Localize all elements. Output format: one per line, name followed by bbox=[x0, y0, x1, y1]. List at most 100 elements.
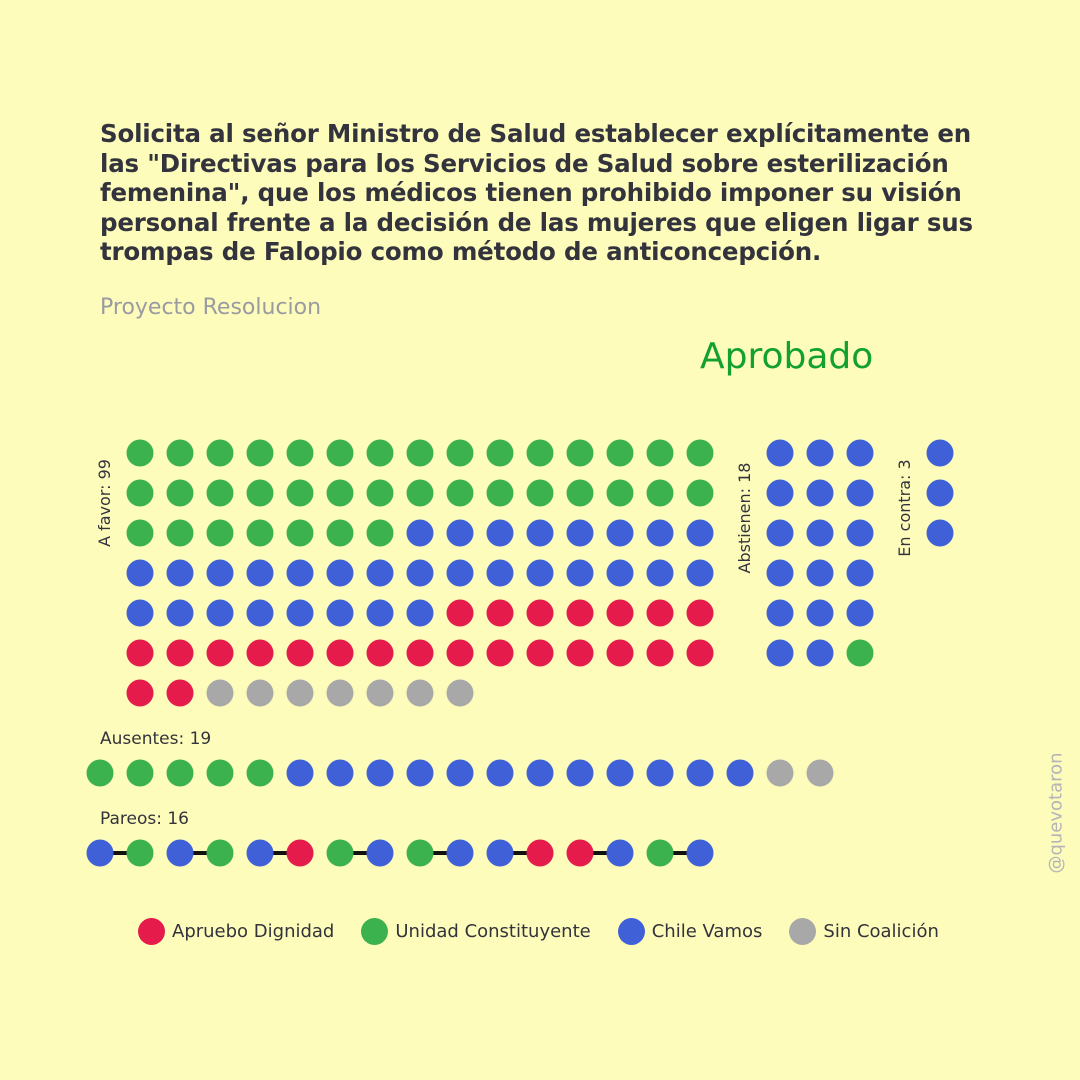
legend-swatch-apruebo bbox=[138, 918, 165, 945]
ausentes-seat-3 bbox=[166, 759, 194, 787]
pareo-seat-13 bbox=[566, 839, 594, 867]
ausentes-seat-15 bbox=[646, 759, 674, 787]
pareo-seat-10 bbox=[446, 839, 474, 867]
legend-label-unidad: Unidad Constituyente bbox=[395, 921, 591, 942]
a-favor-seat-98 bbox=[406, 679, 434, 707]
a-favor-seat-15 bbox=[686, 439, 714, 467]
a-favor-seat-5 bbox=[286, 439, 314, 467]
a-favor-seat-39 bbox=[446, 519, 474, 547]
label-ausentes: Ausentes: 19 bbox=[100, 729, 212, 749]
a-favor-seat-95 bbox=[286, 679, 314, 707]
label-en-contra: En contra: 3 bbox=[895, 459, 914, 556]
abstienen-seat-5 bbox=[806, 479, 834, 507]
a-favor-seat-97 bbox=[366, 679, 394, 707]
a-favor-seat-63 bbox=[206, 599, 234, 627]
a-favor-seat-47 bbox=[166, 559, 194, 587]
a-favor-seat-69 bbox=[446, 599, 474, 627]
a-favor-seat-85 bbox=[486, 639, 514, 667]
a-favor-seat-25 bbox=[486, 479, 514, 507]
a-favor-seat-53 bbox=[406, 559, 434, 587]
a-favor-seat-49 bbox=[246, 559, 274, 587]
page-title: Solicita al señor Ministro de Salud esta… bbox=[100, 119, 973, 266]
a-favor-seat-80 bbox=[286, 639, 314, 667]
a-favor-seat-11 bbox=[526, 439, 554, 467]
ausentes-seat-12 bbox=[526, 759, 554, 787]
a-favor-seat-46 bbox=[126, 559, 154, 587]
abstienen-seat-3 bbox=[846, 439, 874, 467]
a-favor-seat-66 bbox=[326, 599, 354, 627]
a-favor-seat-43 bbox=[606, 519, 634, 547]
a-favor-seat-84 bbox=[446, 639, 474, 667]
a-favor-seat-36 bbox=[326, 519, 354, 547]
legend-label-sin: Sin Coalición bbox=[823, 921, 939, 942]
ausentes-seat-16 bbox=[686, 759, 714, 787]
ausentes-seat-13 bbox=[566, 759, 594, 787]
legend-item-apruebo: Apruebo Dignidad bbox=[138, 918, 334, 945]
abstienen-seat-15 bbox=[846, 599, 874, 627]
ausentes-seat-2 bbox=[126, 759, 154, 787]
a-favor-seat-32 bbox=[166, 519, 194, 547]
a-favor-seat-8 bbox=[406, 439, 434, 467]
a-favor-seat-2 bbox=[166, 439, 194, 467]
ausentes-seat-7 bbox=[326, 759, 354, 787]
abstienen-seat-8 bbox=[806, 519, 834, 547]
a-favor-seat-83 bbox=[406, 639, 434, 667]
a-favor-seat-74 bbox=[646, 599, 674, 627]
a-favor-seat-96 bbox=[326, 679, 354, 707]
ausentes-seat-17 bbox=[726, 759, 754, 787]
a-favor-seat-70 bbox=[486, 599, 514, 627]
a-favor-seat-79 bbox=[246, 639, 274, 667]
a-favor-seat-60 bbox=[686, 559, 714, 587]
a-favor-seat-19 bbox=[246, 479, 274, 507]
a-favor-seat-7 bbox=[366, 439, 394, 467]
a-favor-seat-50 bbox=[286, 559, 314, 587]
pareo-seat-4 bbox=[206, 839, 234, 867]
a-favor-seat-44 bbox=[646, 519, 674, 547]
ausentes-seat-18 bbox=[766, 759, 794, 787]
a-favor-seat-3 bbox=[206, 439, 234, 467]
abstienen-seat-11 bbox=[806, 559, 834, 587]
a-favor-seat-4 bbox=[246, 439, 274, 467]
a-favor-seat-40 bbox=[486, 519, 514, 547]
a-favor-seat-42 bbox=[566, 519, 594, 547]
abstienen-seat-17 bbox=[806, 639, 834, 667]
abstienen-seat-16 bbox=[766, 639, 794, 667]
a-favor-seat-24 bbox=[446, 479, 474, 507]
a-favor-seat-10 bbox=[486, 439, 514, 467]
en-contra-seat-1 bbox=[926, 439, 954, 467]
a-favor-seat-67 bbox=[366, 599, 394, 627]
a-favor-seat-64 bbox=[246, 599, 274, 627]
legend-item-unidad: Unidad Constituyente bbox=[361, 918, 591, 945]
legend-item-chile: Chile Vamos bbox=[617, 918, 762, 945]
a-favor-seat-90 bbox=[686, 639, 714, 667]
a-favor-seat-38 bbox=[406, 519, 434, 547]
legend-label-apruebo: Apruebo Dignidad bbox=[172, 921, 335, 942]
a-favor-seat-20 bbox=[286, 479, 314, 507]
a-favor-seat-13 bbox=[606, 439, 634, 467]
a-favor-seat-57 bbox=[566, 559, 594, 587]
a-favor-seat-41 bbox=[526, 519, 554, 547]
ausentes-seat-10 bbox=[446, 759, 474, 787]
pareo-seat-9 bbox=[406, 839, 434, 867]
a-favor-seat-88 bbox=[606, 639, 634, 667]
pareo-seat-12 bbox=[526, 839, 554, 867]
label-a-favor: A favor: 99 bbox=[95, 459, 114, 547]
a-favor-seat-33 bbox=[206, 519, 234, 547]
abstienen-seat-9 bbox=[846, 519, 874, 547]
a-favor-seat-30 bbox=[686, 479, 714, 507]
pareo-seat-3 bbox=[166, 839, 194, 867]
seat-chart: A favor: 99 Abstienen: 18 En contra: 3 bbox=[86, 439, 954, 867]
label-abstienen: Abstienen: 18 bbox=[735, 463, 754, 574]
abstienen-seat-1 bbox=[766, 439, 794, 467]
a-favor-seat-75 bbox=[686, 599, 714, 627]
a-favor-seat-86 bbox=[526, 639, 554, 667]
a-favor-seat-27 bbox=[566, 479, 594, 507]
a-favor-seat-37 bbox=[366, 519, 394, 547]
a-favor-seat-12 bbox=[566, 439, 594, 467]
en-contra-seat-2 bbox=[926, 479, 954, 507]
a-favor-seat-45 bbox=[686, 519, 714, 547]
a-favor-seat-77 bbox=[166, 639, 194, 667]
a-favor-seat-14 bbox=[646, 439, 674, 467]
a-favor-seat-48 bbox=[206, 559, 234, 587]
a-favor-seat-94 bbox=[246, 679, 274, 707]
